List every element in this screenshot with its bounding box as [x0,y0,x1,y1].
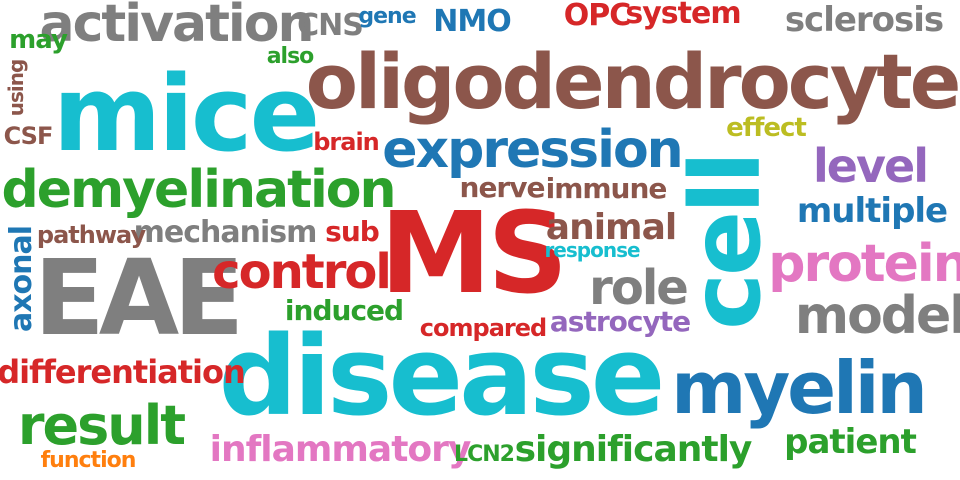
word-ms: MS [379,189,568,319]
word-mechanism: mechanism [133,215,318,250]
word-opc: OPC [563,0,632,33]
word-csf: CSF [3,122,54,150]
word-activation: activation [39,0,314,54]
word-response: response [544,238,640,262]
word-result: result [17,394,186,457]
word-significantly: significantly [514,429,753,470]
word-oligodendrocyte: oligodendrocyte [305,37,960,126]
word-disease: disease [218,312,666,440]
word-lcn2: LCN2 [454,442,515,467]
word-model: model [794,286,960,346]
word-system: system [625,0,741,31]
word-gene: gene [358,4,416,29]
word-compared: compared [419,314,547,342]
word-multiple: multiple [796,191,948,231]
word-sub: sub [325,215,380,248]
word-control: control [212,244,392,300]
word-cell: cell [670,154,782,330]
word-level: level [813,139,929,193]
word-inflammatory: inflammatory [209,429,472,470]
word-using: using [4,59,28,117]
word-role: role [589,260,689,316]
word-expression: expression [382,120,683,180]
word-induced: induced [284,294,404,327]
word-pathway: pathway [36,221,146,249]
word-brain: brain [313,128,380,156]
word-eae: EAE [33,237,245,359]
word-axonal: axonal [4,225,39,333]
word-cns: CNS [297,8,364,43]
word-differentiation: differentiation [0,353,246,391]
word-nmo: NMO [433,4,511,39]
word-also: also [266,44,315,69]
word-function: function [40,448,137,473]
word-patient: patient [784,422,917,462]
word-mice: mice [52,53,320,175]
word-animal: animal [545,207,677,248]
word-immune: immune [545,172,668,205]
word-nerve: nerve [459,171,546,204]
word-sclerosis: sclerosis [784,0,944,40]
word-effect: effect [726,113,807,143]
word-protein: protein [768,234,960,294]
word-demyelination: demyelination [1,160,396,220]
word-astrocyte: astrocyte [549,305,691,338]
word-myelin: myelin [671,346,927,430]
word-may: may [9,25,68,55]
